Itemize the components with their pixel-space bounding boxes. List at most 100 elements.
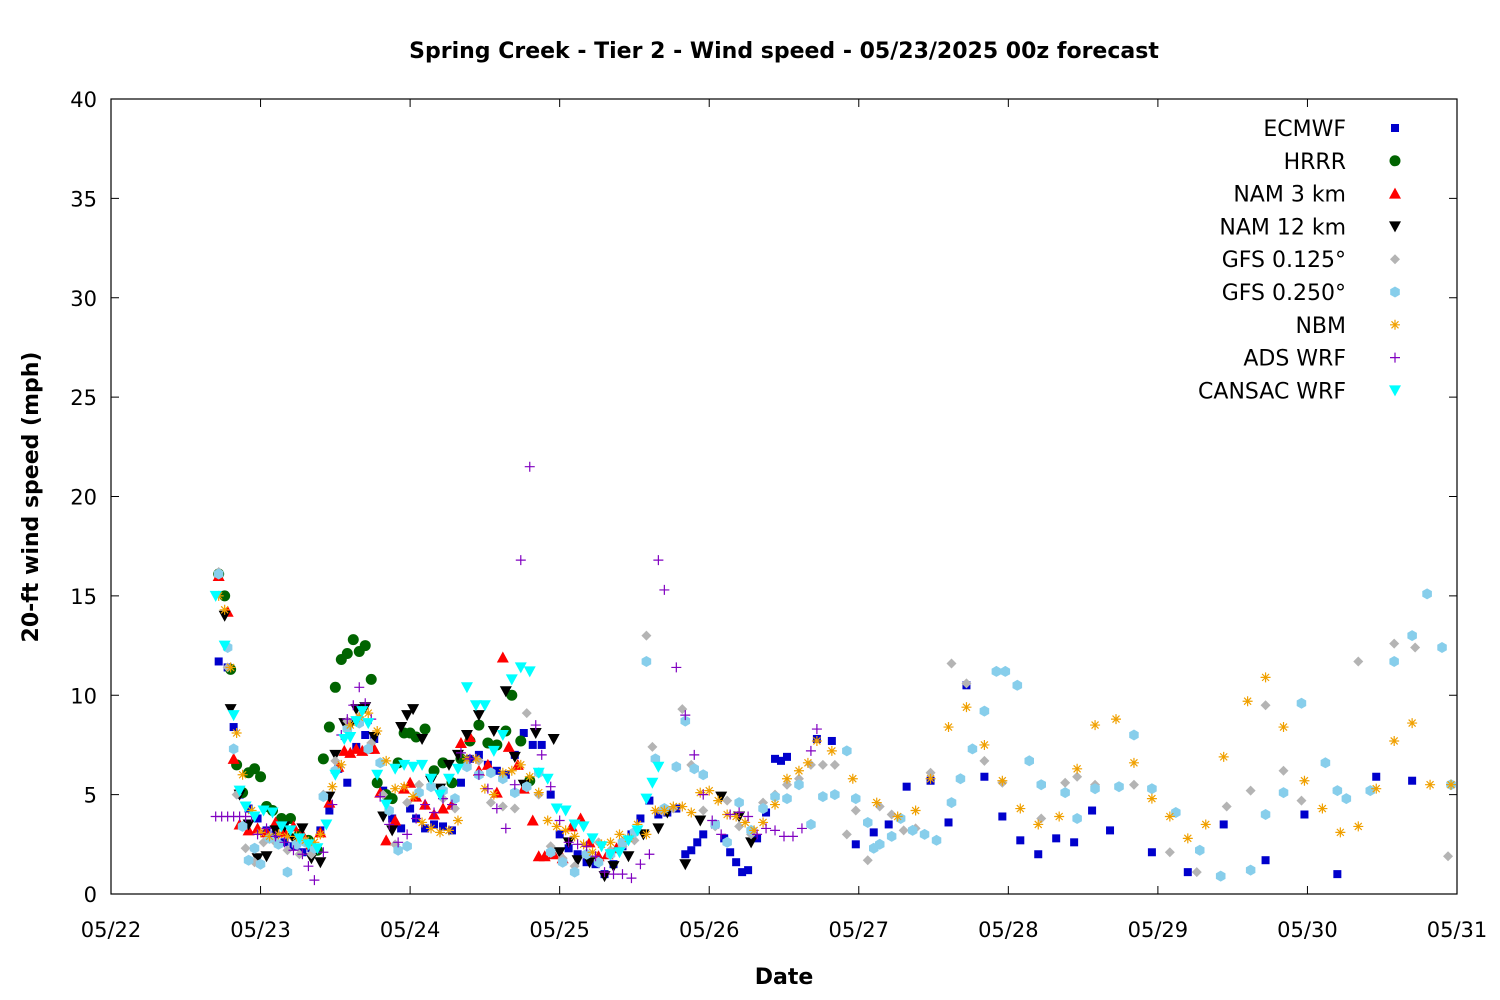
data-point bbox=[902, 782, 911, 791]
data-point bbox=[485, 797, 496, 808]
data-point bbox=[1024, 755, 1034, 767]
data-point bbox=[1072, 813, 1082, 824]
legend-item: NAM 3 km bbox=[1233, 183, 1401, 208]
data-point bbox=[1072, 771, 1083, 782]
series-nbm bbox=[213, 590, 1457, 858]
legend-marker bbox=[1390, 254, 1400, 265]
data-point bbox=[699, 830, 708, 839]
data-point bbox=[282, 845, 293, 856]
data-point bbox=[726, 848, 735, 857]
data-point bbox=[654, 810, 663, 819]
data-point bbox=[581, 841, 592, 852]
data-point bbox=[762, 808, 771, 817]
data-point bbox=[898, 825, 909, 836]
data-point bbox=[907, 824, 918, 836]
data-point bbox=[771, 754, 780, 763]
data-point bbox=[892, 811, 903, 822]
data-point bbox=[1389, 735, 1400, 746]
data-point bbox=[296, 823, 309, 835]
y-tick-label: 15 bbox=[70, 585, 97, 609]
data-point bbox=[408, 791, 419, 802]
x-tick-label: 05/23 bbox=[230, 918, 291, 942]
data-point bbox=[851, 793, 861, 805]
data-point bbox=[781, 773, 792, 784]
data-point bbox=[496, 730, 509, 741]
data-point bbox=[439, 822, 448, 831]
legend-marker bbox=[1390, 352, 1400, 363]
data-point bbox=[214, 657, 223, 666]
data-point bbox=[460, 682, 473, 694]
data-point bbox=[323, 721, 335, 733]
data-point bbox=[1200, 819, 1211, 830]
legend-label: GFS 0.125° bbox=[1222, 248, 1346, 273]
data-point bbox=[515, 555, 526, 566]
data-point bbox=[482, 737, 494, 749]
data-points bbox=[209, 461, 1457, 886]
data-point bbox=[452, 815, 463, 826]
data-point bbox=[707, 815, 718, 826]
data-point bbox=[1195, 844, 1205, 856]
legend-label: CANSAC WRF bbox=[1198, 379, 1346, 404]
data-point bbox=[437, 802, 450, 814]
chart-title: Spring Creek - Tier 2 - Wind speed - 05/… bbox=[409, 39, 1159, 64]
data-point bbox=[407, 704, 420, 716]
y-axis-label: 20-ft wind speed (mph) bbox=[19, 352, 44, 643]
data-point bbox=[426, 823, 437, 834]
data-point bbox=[407, 761, 420, 773]
data-point bbox=[430, 820, 439, 829]
data-point bbox=[361, 731, 370, 739]
legend: ECMWF HRRR NAM 3 km NAM 12 km GFS 0.125° GFS … bbox=[1198, 117, 1401, 404]
data-point bbox=[228, 743, 239, 755]
data-point bbox=[275, 821, 288, 833]
data-point bbox=[782, 752, 791, 761]
data-point bbox=[492, 766, 501, 775]
data-point bbox=[302, 839, 315, 851]
data-point bbox=[641, 829, 652, 840]
data-point bbox=[886, 830, 897, 842]
data-point bbox=[419, 723, 431, 735]
data-point bbox=[794, 779, 804, 791]
data-point bbox=[1070, 838, 1079, 847]
data-point bbox=[1147, 848, 1156, 857]
data-point bbox=[327, 781, 338, 792]
data-point bbox=[545, 846, 556, 858]
data-point bbox=[345, 720, 356, 731]
data-point bbox=[390, 783, 401, 794]
x-tick-label: 05/27 bbox=[829, 918, 890, 942]
data-point bbox=[847, 773, 858, 784]
data-point bbox=[356, 706, 369, 718]
x-tick-label: 05/31 bbox=[1427, 918, 1488, 942]
data-point bbox=[515, 735, 527, 747]
data-point bbox=[1128, 779, 1139, 790]
data-point bbox=[500, 823, 511, 834]
data-point bbox=[318, 791, 329, 803]
data-point bbox=[698, 805, 709, 816]
legend-label: NAM 3 km bbox=[1233, 183, 1346, 208]
data-point bbox=[1182, 833, 1193, 844]
data-point bbox=[288, 845, 299, 856]
data-point bbox=[572, 839, 583, 850]
data-point bbox=[991, 665, 1002, 677]
data-point bbox=[469, 700, 482, 712]
data-point bbox=[650, 805, 661, 816]
data-point bbox=[1278, 765, 1289, 776]
data-point bbox=[473, 769, 484, 780]
data-point bbox=[282, 866, 293, 878]
data-point bbox=[260, 851, 273, 863]
data-point bbox=[1335, 827, 1346, 838]
data-point bbox=[227, 752, 240, 764]
data-point bbox=[487, 745, 500, 757]
data-point bbox=[406, 804, 415, 813]
data-point bbox=[451, 763, 464, 775]
data-point bbox=[264, 831, 275, 842]
data-point bbox=[740, 817, 751, 828]
data-point bbox=[1129, 729, 1139, 741]
data-point bbox=[1296, 795, 1307, 806]
data-point bbox=[752, 829, 763, 840]
data-point bbox=[417, 817, 428, 828]
x-tick-label: 05/30 bbox=[1277, 918, 1338, 942]
data-point bbox=[605, 837, 616, 848]
y-tick-label: 40 bbox=[70, 88, 97, 112]
data-point bbox=[758, 817, 769, 828]
